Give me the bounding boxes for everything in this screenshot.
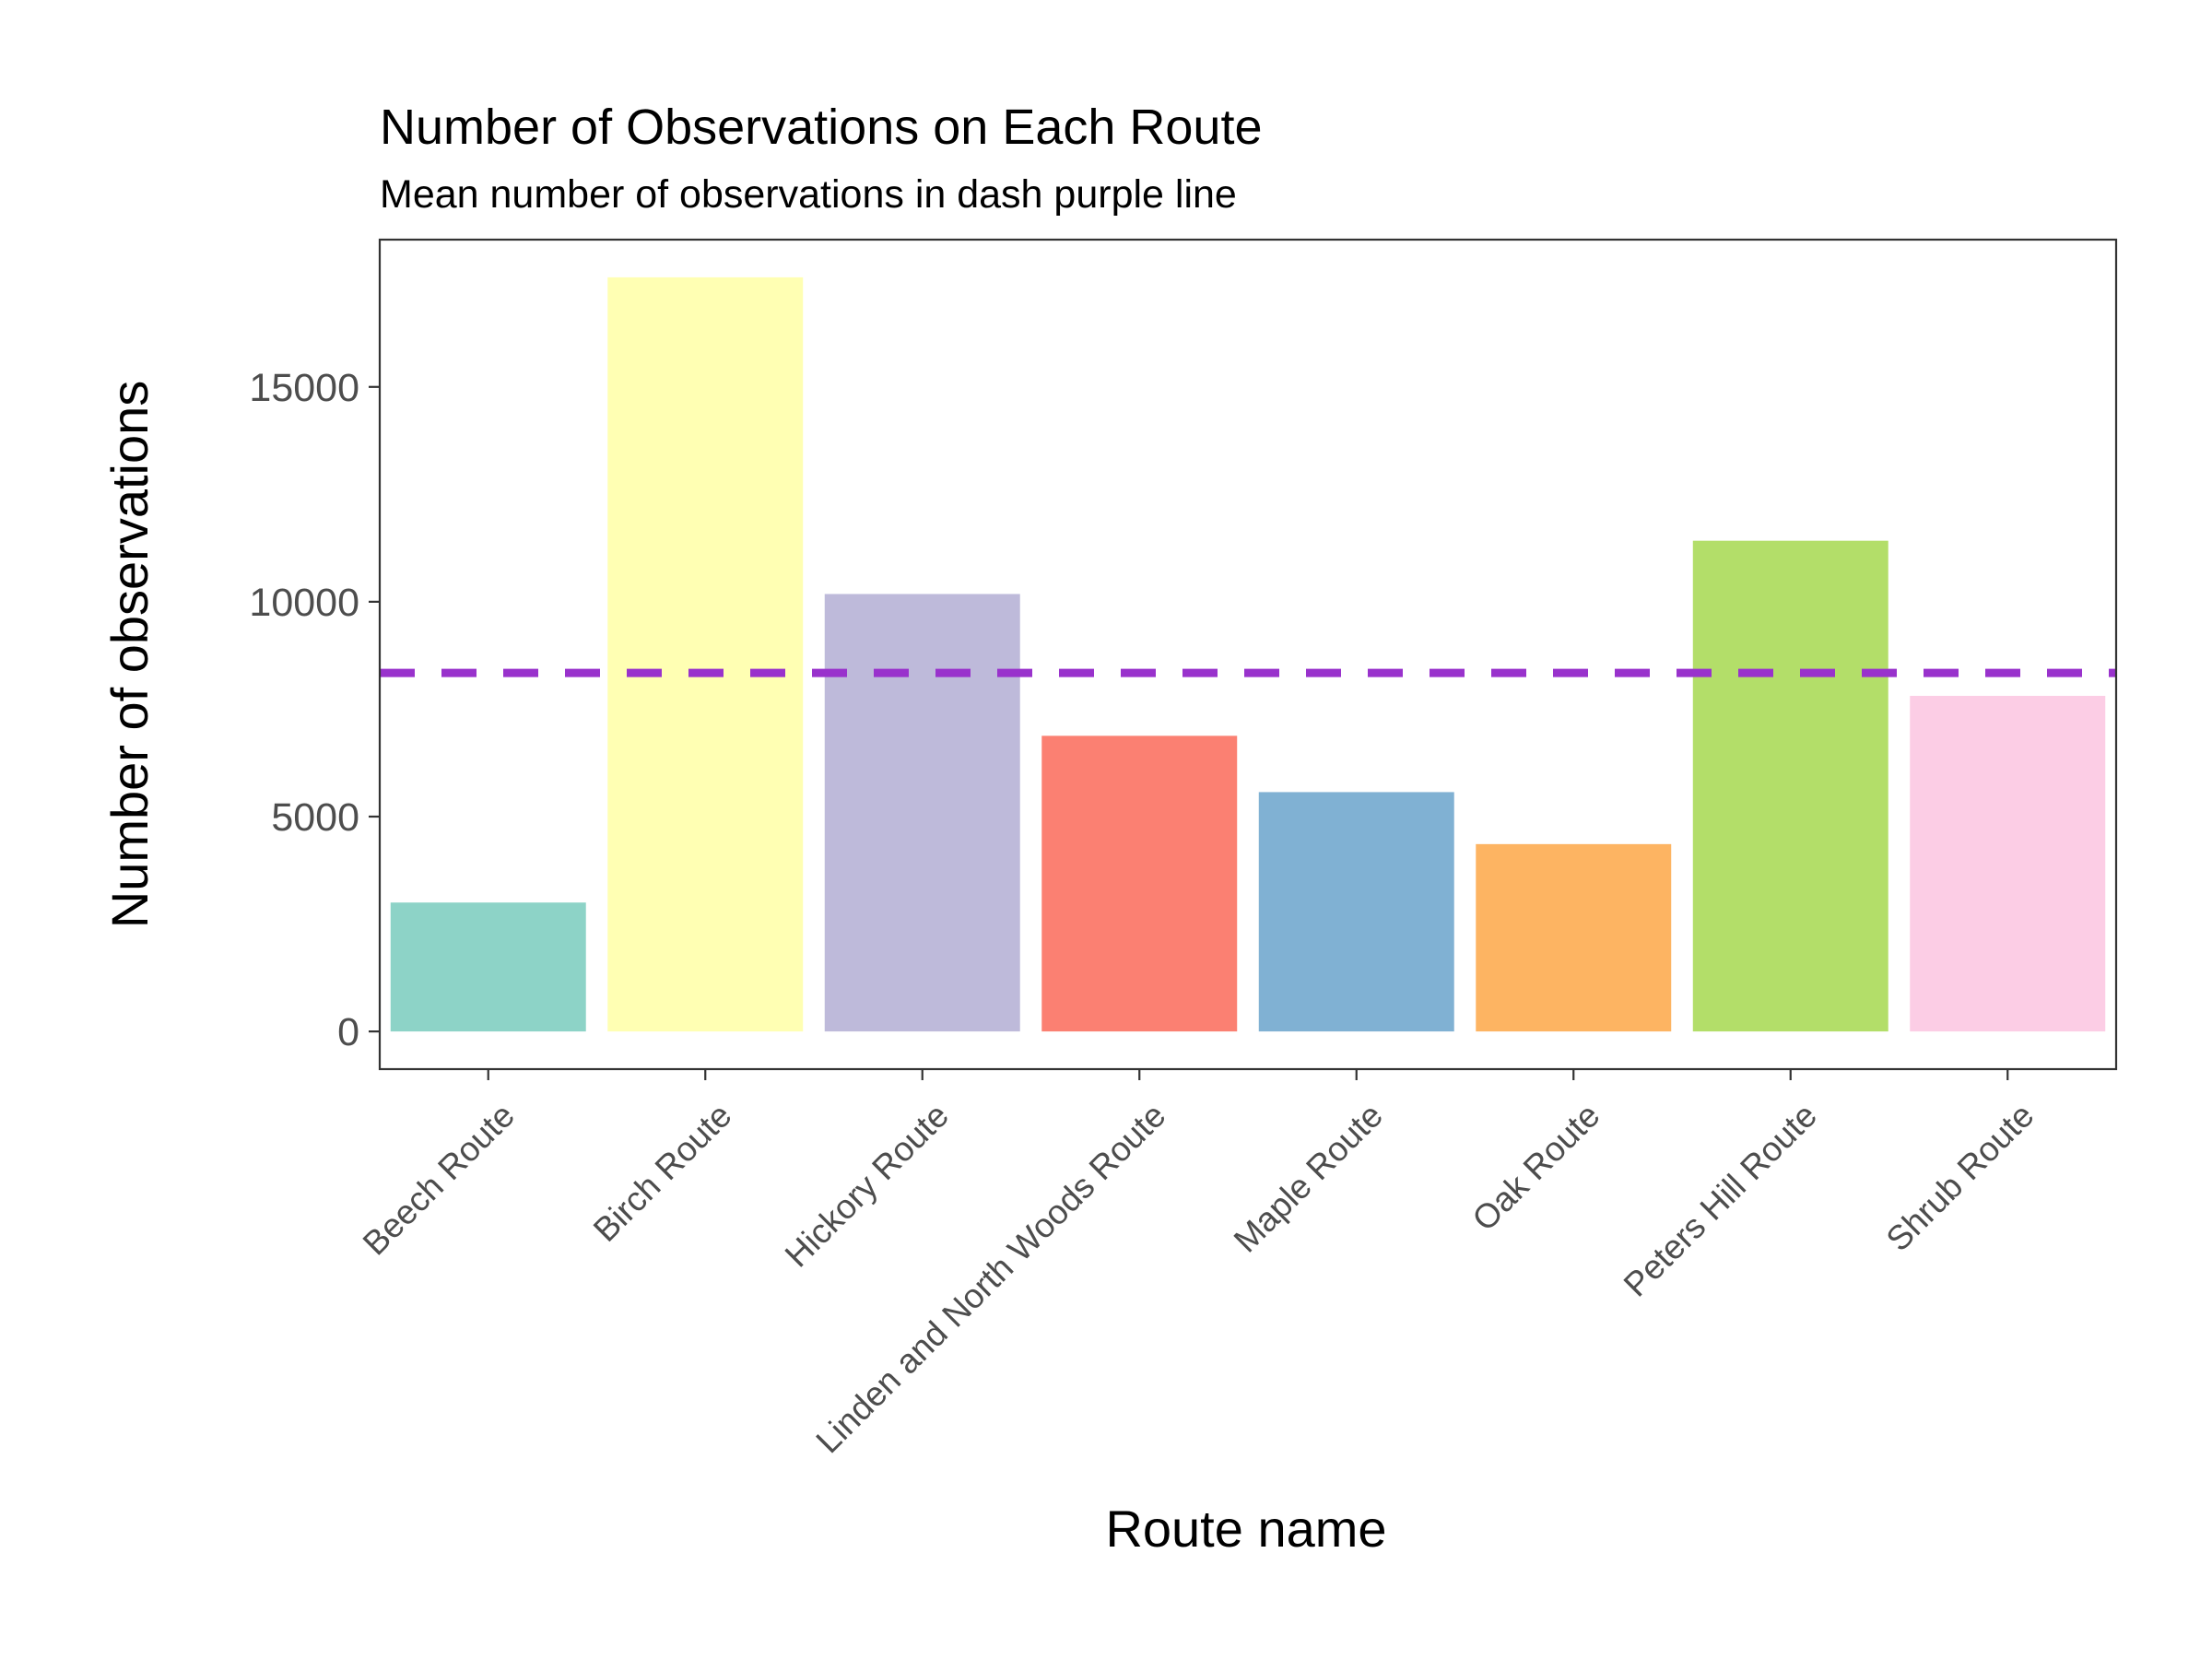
bar <box>824 594 1020 1032</box>
bar <box>1041 735 1238 1032</box>
bar <box>1476 843 1672 1032</box>
panel-border <box>378 238 2118 1071</box>
y-tick-label: 15000 <box>249 366 359 410</box>
y-tick-label: 5000 <box>271 795 359 840</box>
bar <box>1910 695 2106 1032</box>
chart-subtitle: Mean number of observations in dash purp… <box>380 172 1237 217</box>
bar <box>390 902 586 1032</box>
bars-group <box>390 276 2106 1032</box>
bar <box>607 276 804 1032</box>
chart-title: Number of Observations on Each Route <box>380 100 1263 155</box>
y-tick-label: 0 <box>337 1010 359 1054</box>
y-axis: 0 5000 10000 15000 <box>249 366 380 1054</box>
bar <box>1692 540 1888 1032</box>
y-tick-label: 10000 <box>249 581 359 625</box>
bar <box>1258 792 1454 1032</box>
y-axis-title: Number of observations <box>100 381 159 929</box>
x-axis-title: Route name <box>1105 1500 1386 1558</box>
